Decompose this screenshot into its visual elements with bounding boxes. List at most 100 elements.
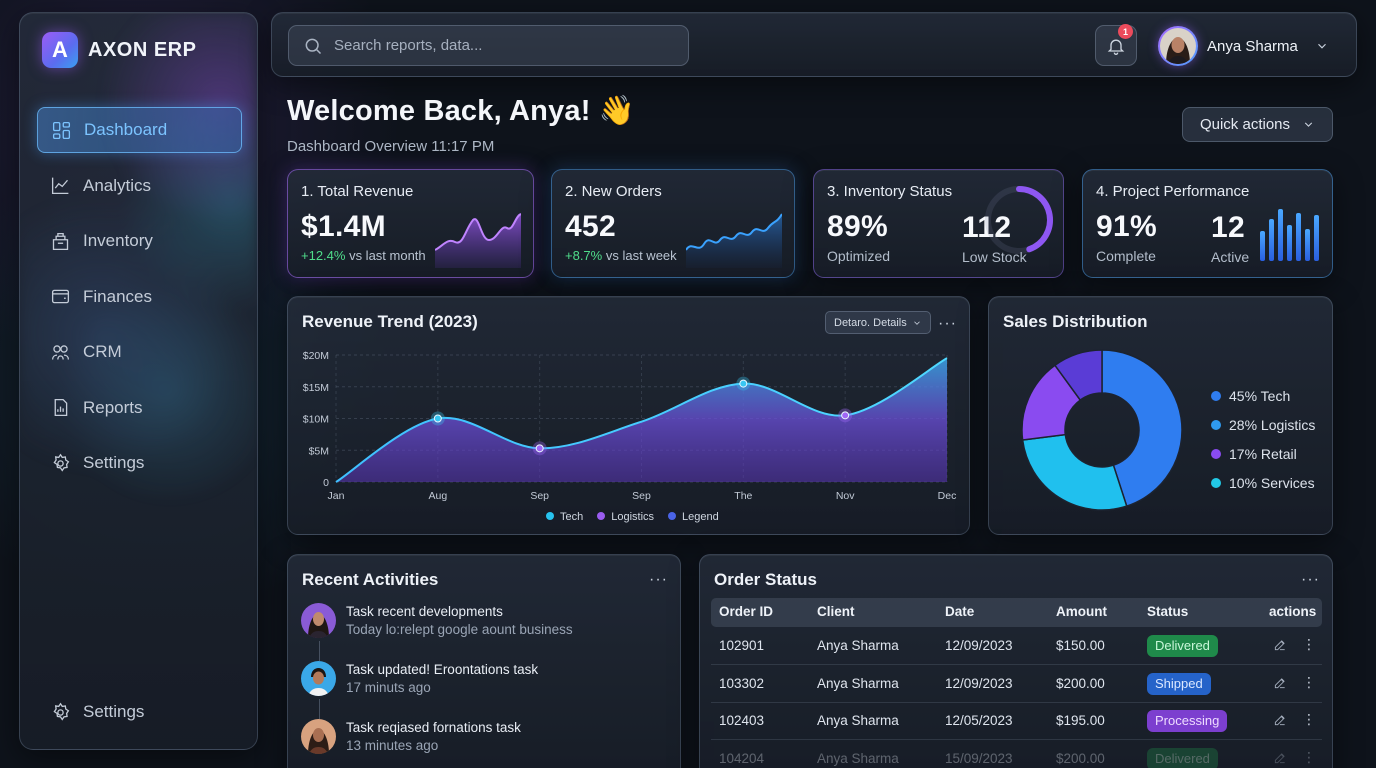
orders-sparkline xyxy=(686,213,782,268)
search-box[interactable] xyxy=(288,25,689,66)
data-point[interactable] xyxy=(535,444,544,453)
sales-legend-item: 10% Services xyxy=(1211,468,1315,497)
sidebar-item-label: Analytics xyxy=(83,175,152,195)
donut-slice[interactable] xyxy=(1101,349,1183,508)
legend-dot xyxy=(546,512,554,520)
search-icon xyxy=(305,38,322,54)
kpi-project-performance[interactable]: 4. Project Performance 91% Complete 12 A… xyxy=(1082,169,1333,278)
donut-slice[interactable] xyxy=(1021,433,1128,511)
x-tick-label: Dec xyxy=(938,490,957,502)
sales-distribution-panel: Sales Distribution 45% Tech 28% Logistic… xyxy=(988,296,1333,535)
table-row[interactable]: 103302 Anya Sharma 12/09/2023 $200.00 Shippe… xyxy=(711,665,1322,703)
legend-label: Logistics xyxy=(611,511,655,523)
legend-item-tech: Tech xyxy=(546,511,583,523)
sidebar-item-label: Reports xyxy=(83,397,143,417)
table-header: Order ID Client Date Amount Status actio… xyxy=(711,598,1322,627)
activity-title: Task recent developments xyxy=(346,604,503,619)
activity-avatar-image xyxy=(301,661,336,696)
table-row[interactable]: 102901 Anya Sharma 12/09/2023 $150.00 Delive… xyxy=(711,627,1322,665)
kpi-caption: Complete xyxy=(1096,248,1156,264)
legend-dot xyxy=(1211,448,1221,459)
activity-title: Task reqiased fornations task xyxy=(346,720,521,735)
sidebar-item-crm[interactable]: CRM xyxy=(37,329,242,375)
column-header-status[interactable]: Status xyxy=(1147,604,1189,619)
more-menu-icon[interactable]: ··· xyxy=(1301,571,1320,588)
kebab-menu-icon[interactable]: ⋮ xyxy=(1302,673,1316,690)
sidebar-item-finances[interactable]: Finances xyxy=(37,274,242,320)
activity-item[interactable]: Task reqiased fornations task 13 minutes… xyxy=(301,719,521,754)
legend-label: 10% Services xyxy=(1229,474,1315,491)
avatar xyxy=(1158,26,1198,66)
kpi-total-revenue[interactable]: 1. Total Revenue $1.4M +12.4% vs last mo… xyxy=(287,169,534,278)
sales-legend-item: 17% Retail xyxy=(1211,439,1315,468)
kebab-menu-icon[interactable]: ⋮ xyxy=(1302,711,1316,727)
date-cell: 12/09/2023 xyxy=(945,675,1013,691)
legend-dot xyxy=(597,512,606,520)
kebab-menu-icon[interactable]: ⋮ xyxy=(1302,636,1316,652)
gear-icon xyxy=(53,702,70,721)
legend-dot xyxy=(1211,419,1221,430)
activity-avatar-image xyxy=(301,603,336,638)
search-input[interactable] xyxy=(334,37,664,54)
order-id-cell: 104204 xyxy=(719,750,765,766)
quick-actions-button[interactable]: Quick actions xyxy=(1182,107,1333,142)
brand[interactable]: A AXON ERP xyxy=(42,32,196,68)
user-menu[interactable]: Anya Sharma xyxy=(1158,25,1329,67)
column-header-date[interactable]: Date xyxy=(945,604,975,619)
activity-item[interactable]: Task recent developments Today lo:relept… xyxy=(301,603,573,638)
order-id-cell: 102901 xyxy=(719,638,765,653)
sidebar-item-label: Finances xyxy=(83,286,152,306)
activity-title: Task updated! Eroontations task xyxy=(346,662,539,677)
kpi-new-orders[interactable]: 2. New Orders 452 +8.7% vs last week xyxy=(551,169,795,278)
more-menu-icon[interactable]: ··· xyxy=(649,571,668,588)
sidebar-item-analytics[interactable]: Analytics xyxy=(37,163,242,209)
column-header-order-id[interactable]: Order ID xyxy=(719,604,774,619)
project-bars xyxy=(1260,209,1319,261)
sidebar-item-settings[interactable]: Settings xyxy=(37,440,242,486)
activity-subtitle: Today lo:relept google aount business xyxy=(346,622,573,637)
kpi-caption: Optimized xyxy=(827,248,891,264)
kpi-secondary-value: 112 xyxy=(962,211,1012,244)
data-point[interactable] xyxy=(433,414,442,423)
sidebar-item-inventory[interactable]: Inventory xyxy=(37,218,242,264)
edit-icon[interactable] xyxy=(1273,638,1287,657)
sidebar-item-reports[interactable]: Reports xyxy=(37,385,242,431)
legend-item-logistics: Logistics xyxy=(597,511,654,523)
topbar: 1 Anya Sharma xyxy=(271,12,1357,77)
kebab-menu-icon[interactable]: ⋮ xyxy=(1302,748,1316,765)
sidebar: A AXON ERP Dashboard Analytics Inventory… xyxy=(19,12,258,750)
revenue-chart: 0 $5M $10M $15M $20M Jan Aug Sep Sep The Nov Dec xyxy=(303,350,957,502)
sidebar-item-label: Inventory xyxy=(83,231,153,250)
table-row[interactable]: 102403 Anya Sharma 12/05/2023 $195.00 Proces… xyxy=(711,702,1322,740)
column-header-client[interactable]: Client xyxy=(817,604,855,619)
data-point[interactable] xyxy=(739,379,748,388)
sidebar-item-dashboard[interactable]: Dashboard xyxy=(37,107,242,153)
more-menu-icon[interactable]: ··· xyxy=(938,315,957,332)
series-area-tech xyxy=(336,358,947,482)
notifications-button[interactable]: 1 xyxy=(1095,24,1137,66)
donut-slice[interactable] xyxy=(1053,349,1103,402)
edit-icon[interactable] xyxy=(1273,751,1287,768)
chart-legend: Tech Logistics Legend xyxy=(546,511,719,523)
kpi-secondary-caption: Low Stock xyxy=(962,249,1027,265)
inventory-icon xyxy=(52,232,69,250)
table-row[interactable]: 104204 Anya Sharma 15/09/2023 $200.00 Delive… xyxy=(711,740,1322,768)
quick-actions-label: Quick actions xyxy=(1199,116,1291,133)
amount-cell: $150.00 xyxy=(1056,638,1105,653)
legend-dot xyxy=(1211,390,1221,401)
details-dropdown[interactable]: Detaro. Details xyxy=(825,311,931,334)
edit-icon[interactable] xyxy=(1273,713,1287,732)
data-point[interactable] xyxy=(841,411,850,420)
column-header-amount[interactable]: Amount xyxy=(1056,604,1107,619)
activity-item[interactable]: Task updated! Eroontations task 17 minut… xyxy=(301,661,538,696)
x-tick-label: Sep xyxy=(632,490,651,502)
kpi-secondary-value: 12 xyxy=(1211,211,1245,244)
kpi-delta: +12.4% vs last month xyxy=(301,248,520,263)
status-badge: Delivered xyxy=(1147,635,1218,657)
sidebar-item-label: Settings xyxy=(83,453,145,472)
kpi-value: 89% xyxy=(827,210,888,243)
sidebar-item-settings-bottom[interactable]: Settings xyxy=(37,689,242,735)
gauge-arc xyxy=(1016,186,1053,253)
edit-icon[interactable] xyxy=(1273,676,1287,695)
kpi-inventory-status[interactable]: 3. Inventory Status 89% Optimized 112 Lo… xyxy=(813,169,1064,278)
